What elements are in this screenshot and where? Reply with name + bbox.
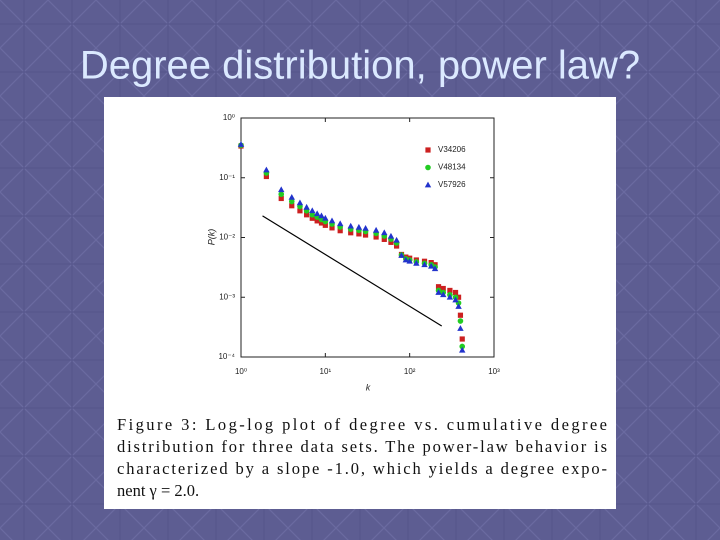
data-point: [387, 232, 395, 239]
data-point: [309, 207, 316, 214]
data-point: [304, 212, 310, 218]
data-point: [452, 296, 459, 303]
data-point: [406, 257, 413, 264]
y-tick-label: 10⁻⁴: [218, 352, 235, 361]
data-point: [337, 228, 343, 234]
data-point: [278, 195, 284, 202]
data-point: [457, 312, 464, 318]
y-tick-label: 10⁻²: [219, 233, 235, 242]
y-tick-label: 10⁻¹: [219, 173, 235, 182]
data-point: [303, 203, 310, 210]
data-point: [421, 261, 428, 268]
data-point: [455, 303, 462, 309]
data-point: [372, 226, 380, 233]
caption: Figure 3: Log-log plot of degree vs. cum…: [117, 415, 607, 500]
legend-label: V57926: [438, 180, 466, 189]
reference-line: [262, 215, 443, 327]
data-point: [413, 259, 420, 266]
data-point: [328, 217, 336, 224]
data-point: [455, 294, 462, 300]
data-point: [263, 166, 270, 173]
data-point: [459, 336, 465, 342]
caption-line: characterized by a slope -1.0, which yie…: [117, 459, 607, 478]
data-point: [322, 214, 329, 221]
data-point: [355, 223, 363, 230]
data-point: [348, 230, 354, 236]
data-point: [459, 346, 466, 353]
data-point: [309, 215, 315, 221]
data-point: [296, 199, 304, 206]
data-point: [435, 289, 442, 295]
y-tick-label: 10⁰: [223, 113, 235, 122]
data-point: [447, 287, 453, 294]
x-tick-label: 10⁰: [235, 367, 247, 376]
data-point: [362, 225, 369, 231]
data-point: [237, 141, 245, 147]
caption-line: distribution for three data sets. The po…: [117, 437, 607, 456]
data-point: [329, 225, 335, 231]
data-point: [263, 173, 269, 180]
data-point: [394, 243, 400, 249]
data-point: [288, 193, 295, 200]
data-point: [362, 232, 369, 238]
legend-label: V34206: [438, 145, 466, 154]
slide-title: Degree distribution, power law?: [80, 44, 640, 88]
data-point: [297, 208, 303, 214]
data-point: [446, 293, 454, 300]
data-point: [373, 234, 379, 240]
data-point: [402, 256, 410, 263]
data-point: [431, 265, 439, 272]
data-point: [356, 231, 362, 237]
data-point: [314, 218, 320, 224]
data-point: [318, 212, 325, 219]
data-point: [313, 210, 321, 217]
data-point: [347, 222, 354, 229]
data-point: [398, 252, 405, 258]
x-tick-label: 10¹: [320, 367, 332, 376]
figure-panel: [104, 97, 616, 509]
data-point: [440, 291, 447, 298]
data-point: [322, 222, 328, 228]
legend-label: V48134: [438, 163, 466, 172]
legend-marker: [425, 147, 431, 153]
x-tick-label: 10²: [404, 367, 416, 376]
data-point: [388, 239, 394, 245]
y-axis-label: P(k): [206, 229, 216, 246]
data-point: [435, 284, 442, 290]
data-point: [457, 318, 464, 324]
legend-marker: [425, 164, 431, 171]
data-point: [336, 220, 344, 227]
y-tick-label: 10⁻³: [219, 292, 235, 301]
data-point: [459, 343, 466, 350]
legend-marker: [424, 181, 432, 188]
caption-line: nent γ = 2.0.: [117, 481, 199, 500]
data-point: [309, 211, 316, 218]
x-tick-label: 10³: [488, 367, 500, 376]
data-point: [289, 203, 295, 209]
data-point: [440, 285, 446, 292]
data-point: [452, 289, 459, 296]
data-point: [278, 191, 285, 198]
data-point: [278, 186, 285, 193]
data-point: [427, 262, 435, 269]
caption-line: Figure 3: Log-log plot of degree vs. cum…: [117, 415, 607, 434]
data-point: [457, 325, 464, 331]
data-point: [393, 236, 400, 243]
data-point: [381, 229, 388, 236]
data-point: [288, 198, 295, 205]
data-point: [318, 220, 325, 226]
x-axis-label: k: [366, 382, 371, 392]
data-point: [381, 236, 387, 242]
